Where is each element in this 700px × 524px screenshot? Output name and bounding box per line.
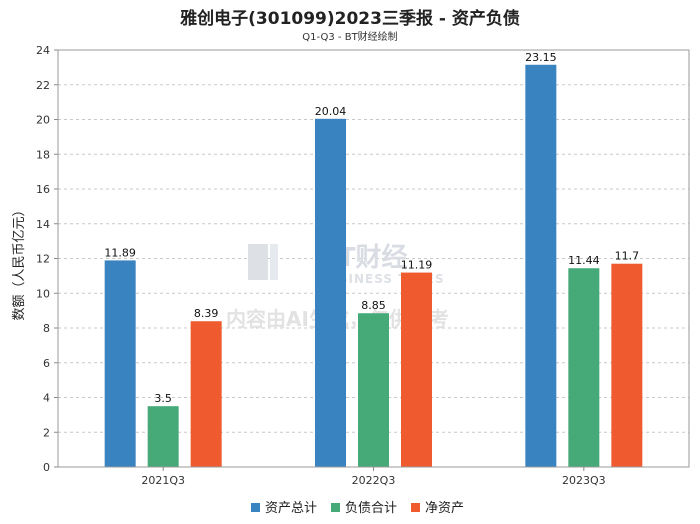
y-tick-label: 22 (36, 79, 50, 92)
chart-title: 雅创电子(301099)2023三季报 - 资产负债 (180, 9, 520, 29)
data-label: 8.39 (194, 307, 219, 320)
y-axis-label: 数额（人民币亿元） (12, 203, 27, 320)
y-tick-label: 14 (36, 218, 50, 231)
bar-3-2022Q3 (401, 272, 432, 467)
legend-swatch (251, 503, 260, 512)
data-label: 11.44 (568, 254, 600, 267)
bar-1-2022Q3 (315, 118, 346, 468)
data-label: 11.89 (104, 246, 136, 259)
x-tick-label: 2021Q3 (141, 474, 185, 487)
y-tick-label: 8 (43, 322, 50, 335)
legend: 资产总计 负债合计 净资产 (251, 501, 464, 516)
y-tick-label: 18 (36, 148, 50, 161)
data-label: 3.5 (154, 392, 172, 405)
bar-2-2021Q3 (147, 406, 179, 467)
y-tick-label: 24 (36, 44, 50, 57)
y-tick-label: 0 (43, 461, 50, 474)
bars: 11.89 3.5 8.39 20.04 8.85 11.19 23.15 11.44 11.7 (104, 51, 643, 468)
data-label: 8.85 (361, 299, 386, 312)
watermark-logo-bar-icon (270, 244, 278, 280)
chart-subtitle: Q1-Q3 - BT财经绘制 (302, 32, 398, 43)
y-tick-label: 6 (43, 357, 50, 370)
y-tick-label: 2 (43, 426, 50, 439)
legend-swatch (331, 503, 340, 512)
legend-swatch (411, 503, 420, 512)
legend-entry: 负债合计 (345, 501, 397, 516)
bar-2-2022Q3 (358, 313, 389, 467)
legend-entry: 净资产 (425, 501, 464, 516)
y-tick-label: 12 (36, 253, 50, 266)
y-tick-label: 16 (36, 183, 50, 196)
legend-entry: 资产总计 (265, 501, 317, 516)
data-label: 11.19 (401, 259, 433, 272)
x-tick-label: 2022Q3 (352, 474, 396, 487)
bar-1-2023Q3 (525, 64, 557, 468)
data-label: 11.7 (615, 250, 640, 263)
bar-2-2023Q3 (568, 268, 600, 467)
bar-1-2021Q3 (104, 260, 136, 467)
bar-3-2023Q3 (611, 263, 643, 467)
watermark-logo-icon (248, 244, 268, 280)
y-tick-label: 10 (36, 287, 50, 300)
data-label: 20.04 (315, 105, 347, 118)
bar-3-2021Q3 (190, 321, 222, 467)
y-tick-label: 4 (43, 392, 50, 405)
y-tick-label: 20 (36, 114, 50, 127)
x-tick-label: 2023Q3 (562, 474, 606, 487)
data-label: 23.15 (525, 51, 557, 64)
